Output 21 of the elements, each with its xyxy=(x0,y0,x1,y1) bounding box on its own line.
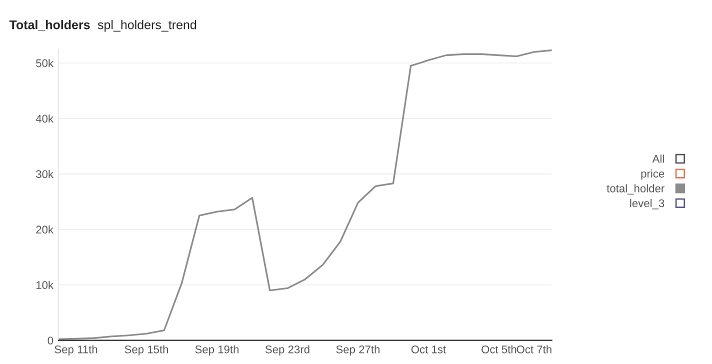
chart-subtitle: spl_holders_trend xyxy=(98,20,196,32)
y-tick-label: 10k xyxy=(36,280,54,290)
legend-label: price xyxy=(641,169,664,180)
y-tick-label: 40k xyxy=(36,114,54,123)
x-tick-label: Sep 11th xyxy=(54,345,98,356)
x-tick-label: Oct 5th xyxy=(482,345,516,354)
x-tick-label: Oct 7th xyxy=(516,345,552,354)
y-tick-label: 0 xyxy=(48,336,54,344)
x-tick-label: Sep 23rd xyxy=(265,345,310,356)
y-tick-label: 30k xyxy=(36,170,54,178)
chart-title: Total_holders xyxy=(9,20,90,31)
legend-label: level_3 xyxy=(630,199,664,210)
y-tick-label: 20k xyxy=(36,225,54,234)
legend-label: total_holder xyxy=(606,184,664,194)
line-series xyxy=(58,49,552,340)
x-tick-label: Oct 1st xyxy=(411,345,446,354)
legend-label: All xyxy=(652,154,664,163)
x-tick-label: Sep 19th xyxy=(195,345,239,356)
y-tick-label: 50k xyxy=(36,58,54,68)
x-tick-label: Sep 15th xyxy=(124,345,168,356)
x-tick-label: Sep 27th xyxy=(336,345,380,356)
